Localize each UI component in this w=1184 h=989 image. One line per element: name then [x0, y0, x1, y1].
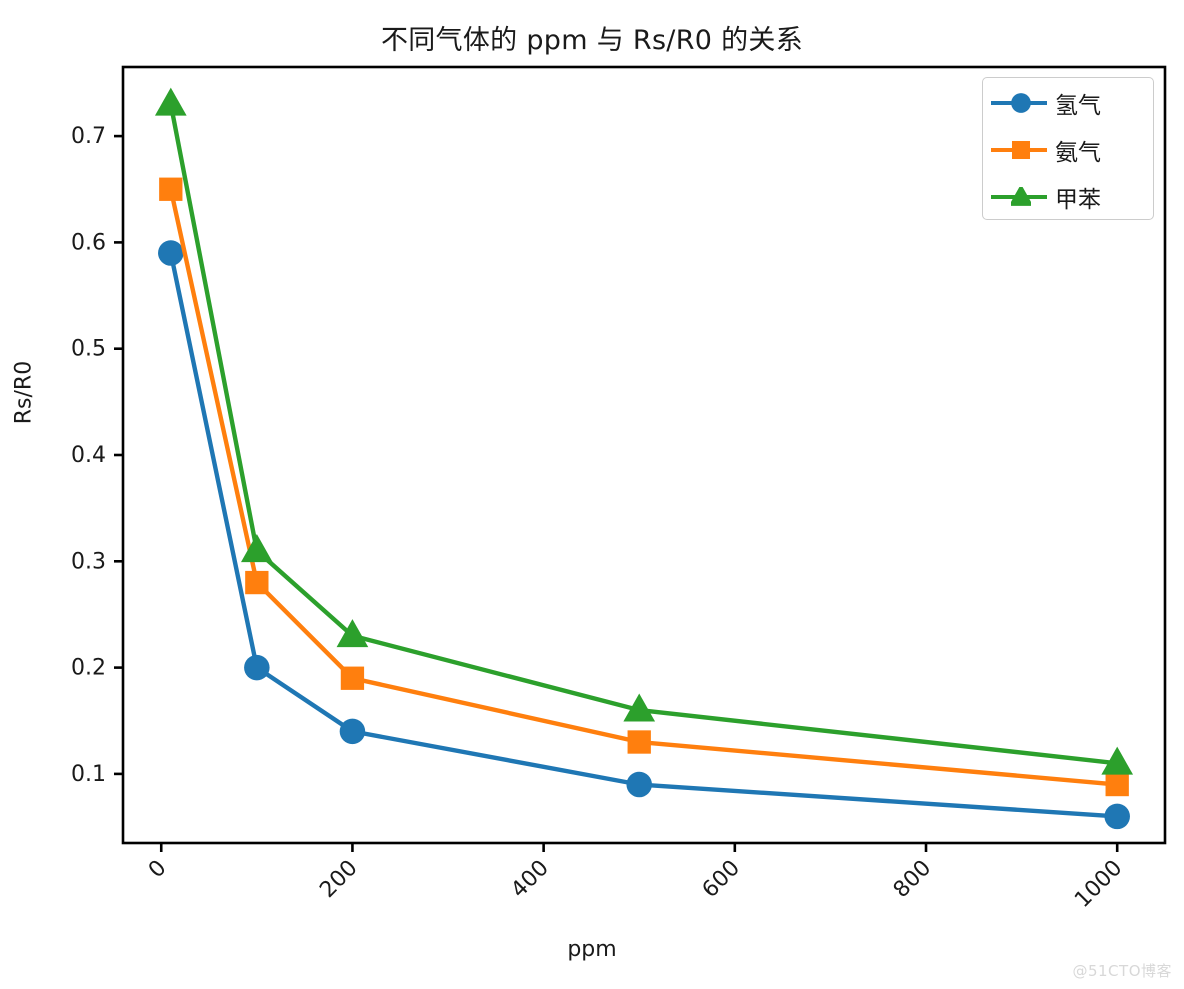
series-3 [154, 87, 1134, 775]
x-tick-label: 0 [144, 856, 172, 884]
data-point-marker [1105, 772, 1129, 797]
data-point-marker [336, 619, 369, 648]
data-point-marker [244, 654, 270, 681]
data-point-marker [339, 718, 366, 745]
x-tick-label: 200 [315, 856, 362, 903]
data-point-marker [158, 240, 184, 266]
x-axis-label: ppm [567, 937, 617, 962]
data-series-layer [154, 87, 1134, 830]
data-point-marker [240, 534, 273, 563]
y-tick-label: 0.7 [71, 124, 106, 149]
y-tick-label: 0.6 [71, 230, 106, 255]
chart-title: 不同气体的 ppm 与 Rs/R0 的关系 [380, 25, 804, 56]
data-point-marker [623, 693, 656, 722]
chart-legend: 氢气 氨气 甲苯 [982, 77, 1154, 220]
data-point-marker [340, 666, 365, 690]
data-point-marker [627, 730, 651, 754]
series-1 [158, 240, 1130, 830]
data-point-marker [1104, 803, 1130, 830]
legend-swatch-square-icon [983, 130, 1055, 170]
y-tick-label: 0.1 [71, 762, 106, 787]
data-point-marker [626, 771, 652, 798]
watermark-text: @51CTO博客 [1072, 962, 1172, 980]
legend-item-2[interactable]: 氨气 [983, 126, 1155, 173]
legend-item-3[interactable]: 甲苯 [983, 173, 1155, 220]
series-2 [159, 177, 1129, 797]
y-tick-label: 0.5 [71, 337, 106, 362]
legend-swatch-triangle-icon [983, 177, 1055, 217]
x-tick-label: 1000 [1070, 856, 1127, 913]
legend-label: 甲苯 [1055, 186, 1101, 213]
x-tick-label: 800 [889, 856, 936, 903]
data-point-marker [154, 87, 187, 116]
y-tick-label: 0.2 [71, 656, 106, 681]
x-tick-label: 600 [698, 856, 745, 903]
y-tick-label: 0.4 [71, 443, 106, 468]
legend-swatch-circle-icon [983, 83, 1055, 123]
legend-label: 氨气 [1055, 139, 1101, 166]
legend-label: 氢气 [1055, 92, 1101, 119]
legend-item-1[interactable]: 氢气 [983, 79, 1155, 126]
x-tick-label: 400 [506, 856, 553, 903]
y-tick-label: 0.3 [71, 549, 106, 574]
x-axis-ticks: 0 200 400 600 800 1000 [144, 843, 1127, 913]
data-point-marker [159, 177, 183, 201]
data-point-marker [245, 570, 269, 595]
data-point-marker [1101, 746, 1134, 775]
y-axis-ticks: 0.1 0.2 0.3 0.4 0.5 0.6 0.7 [71, 124, 123, 787]
